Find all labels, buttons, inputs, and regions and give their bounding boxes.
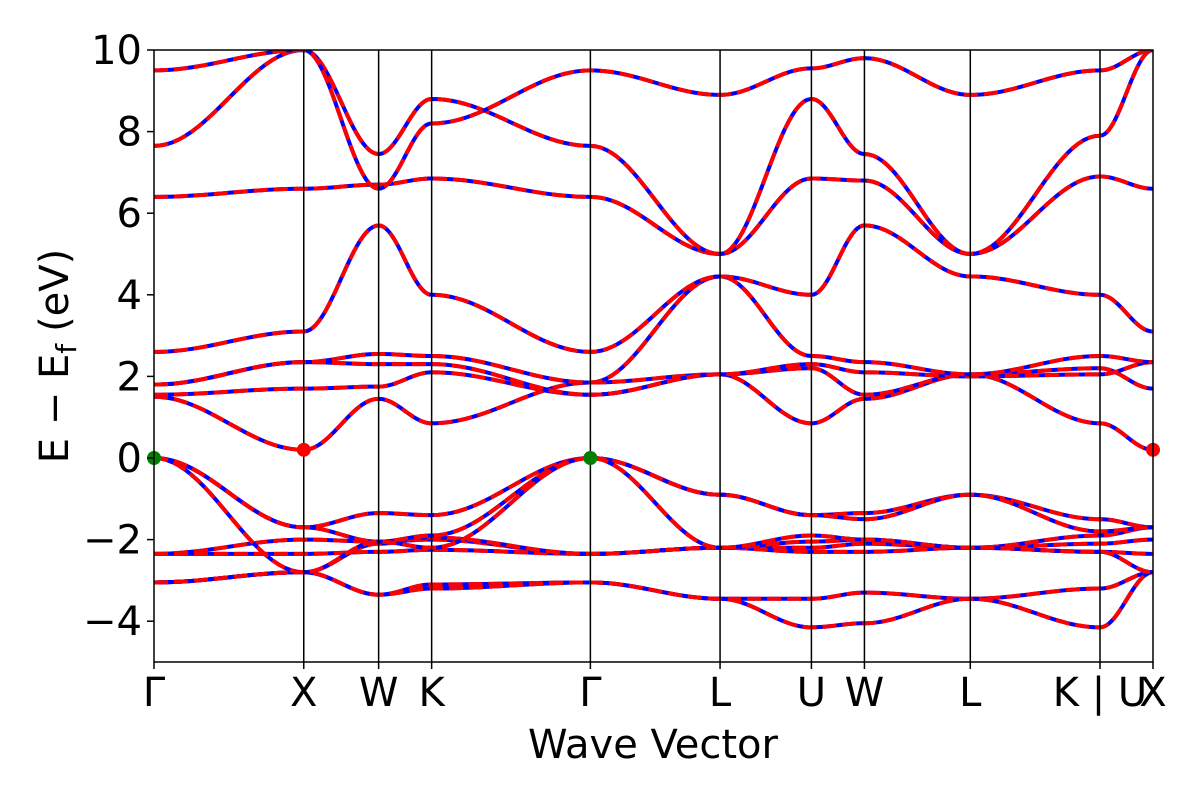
x-tick-label-2: X — [290, 670, 317, 716]
band-line-fit-8 — [154, 455, 1153, 575]
y-tick-label-1: −4 — [83, 599, 142, 645]
x-tick-label-7: U — [797, 670, 826, 716]
plot-frame — [153, 49, 1154, 663]
y-tick-label-7: 8 — [117, 110, 142, 156]
x-tick-label-3: W — [359, 670, 399, 716]
x-tick-label-6: L — [709, 670, 732, 716]
y-axis-title-subscript: f — [50, 343, 83, 354]
y-tick-label-2: −2 — [83, 518, 142, 564]
x-tick-label-1: Γ — [143, 670, 166, 716]
y-axis-title-unit: (eV) — [32, 249, 78, 332]
x-tick-label-9: L — [959, 670, 982, 716]
band-extrema-markers — [147, 442, 1160, 465]
y-axis-ticks: −4 −2 0 2 4 6 8 10 — [83, 28, 154, 645]
vbm-marker-2 — [583, 451, 598, 465]
y-axis-title: E − Ef (eV) — [32, 249, 83, 464]
y-tick-label-3: 0 — [117, 436, 142, 482]
y-tick-label-8: 10 — [91, 28, 142, 74]
x-axis-title: Wave Vector — [528, 722, 779, 768]
x-tick-label-4: K — [419, 670, 447, 716]
x-tick-label-5: Γ — [579, 670, 602, 716]
x-tick-label-10: K | U — [1053, 670, 1147, 716]
y-tick-label-5: 4 — [117, 273, 142, 319]
kpoint-separators — [303, 50, 1101, 662]
y-tick-label-4: 2 — [117, 354, 142, 400]
cbm-marker-3 — [296, 442, 311, 457]
band-line-fit-12 — [154, 274, 1153, 387]
y-tick-label-6: 6 — [117, 191, 142, 237]
y-axis-title-main: E − E — [32, 354, 78, 464]
x-tick-label-8: W — [845, 670, 885, 716]
x-tick-label-11: X — [1139, 670, 1166, 716]
band-line-fit-15 — [154, 50, 1153, 257]
